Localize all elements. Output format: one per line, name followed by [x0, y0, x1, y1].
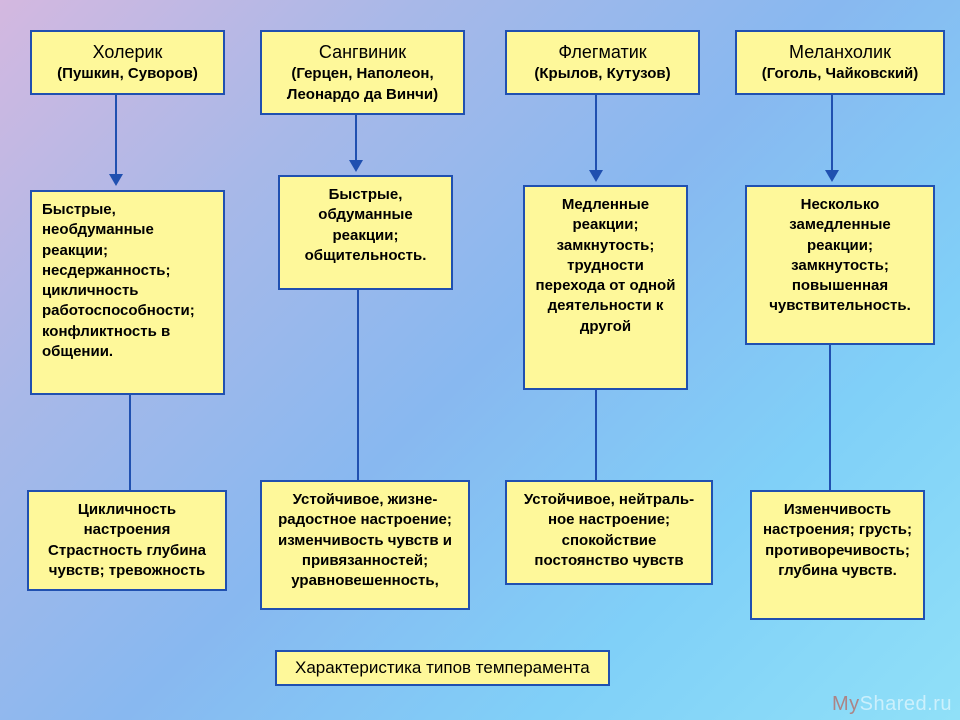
arrow-down-icon: [346, 114, 366, 172]
traits-sanguine: Быстрые, обдуманные реакции; общительнос…: [278, 175, 453, 290]
watermark-suffix: Shared.ru: [860, 693, 952, 715]
header-phlegmatic: Флегматик(Крылов, Кутузов): [505, 30, 700, 95]
header-examples: (Крылов, Кутузов): [517, 64, 688, 84]
watermark: MyShared.ru: [832, 693, 952, 716]
arrow-down-icon: [106, 94, 126, 186]
traits-melancholic: Несколько замедленные реакции; замкнутос…: [745, 185, 935, 345]
header-melancholic: Меланхолик(Гоголь, Чайковский): [735, 30, 945, 95]
header-title: Холерик: [42, 40, 213, 64]
header-title: Флегматик: [517, 40, 688, 64]
arrow-down-icon: [586, 94, 606, 182]
header-examples: (Гоголь, Чайковский): [747, 64, 933, 84]
mood-melancholic: Изменчивость настроения; грусть; противо…: [750, 490, 925, 620]
header-title: Меланхолик: [747, 40, 933, 64]
watermark-prefix: My: [832, 693, 860, 715]
header-examples: (Пушкин, Суворов): [42, 64, 213, 84]
traits-choleric: Быстрые, необдуманные реакции; несдержан…: [30, 190, 225, 395]
header-title: Сангвиник: [272, 40, 453, 64]
header-examples: (Герцен, Наполеон, Леонардо да Винчи): [272, 64, 453, 105]
header-choleric: Холерик(Пушкин, Суворов): [30, 30, 225, 95]
mood-sanguine: Устойчивое, жизне-радостное настроение; …: [260, 480, 470, 610]
arrow-down-icon: [822, 94, 842, 182]
traits-phlegmatic: Медленные реакции; замкнутость; трудност…: [523, 185, 688, 390]
connector-line: [356, 290, 360, 480]
mood-choleric: Цикличность настроения Страстность глуби…: [27, 490, 227, 591]
mood-phlegmatic: Устойчивое, нейтраль-ное настроение; спо…: [505, 480, 713, 585]
header-sanguine: Сангвиник(Герцен, Наполеон, Леонардо да …: [260, 30, 465, 115]
connector-line: [594, 390, 598, 480]
footer-label: Характеристика типов темперамента: [275, 650, 610, 686]
connector-line: [828, 345, 832, 490]
connector-line: [128, 395, 132, 490]
